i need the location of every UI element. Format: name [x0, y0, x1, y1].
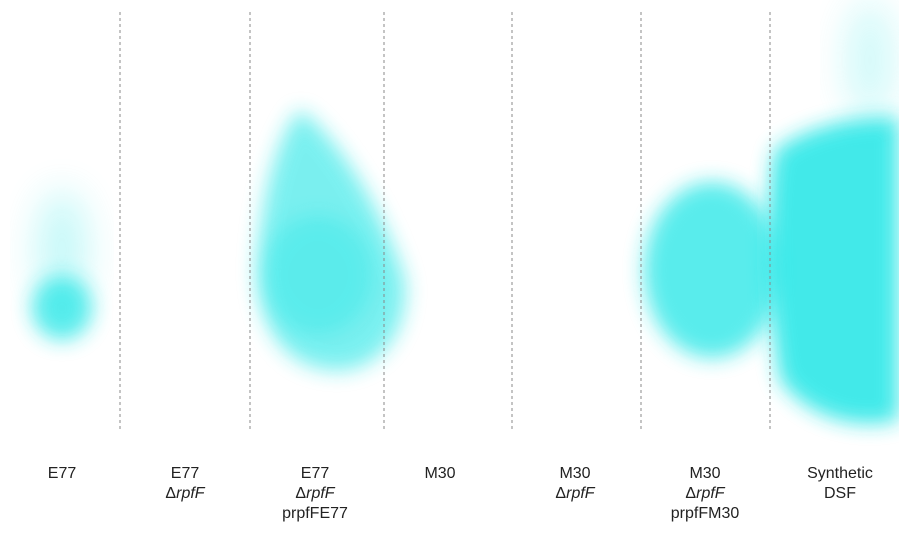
label-line: M30 — [424, 465, 456, 482]
label-line: E77 — [300, 465, 330, 482]
delta-symbol: Δ — [685, 485, 697, 502]
gene-name: rpfF — [306, 485, 335, 502]
zones — [32, 0, 899, 424]
zone — [644, 182, 780, 358]
label-line: ΔrpfF — [510, 484, 640, 504]
gene-name: rpfF — [566, 485, 595, 502]
lane-label: E77 ΔrpfF prpfFE77 — [250, 464, 380, 524]
label-line: ΔrpfF — [250, 484, 380, 504]
label-line: ΔrpfF — [120, 484, 250, 504]
label-line: M30 — [559, 465, 591, 482]
label-line: E77 — [47, 465, 77, 482]
gene-name: rpfF — [696, 485, 725, 502]
label-line: M30 — [689, 465, 721, 482]
lane-label: M30 ΔrpfF — [510, 464, 640, 504]
zone-trail — [845, 0, 895, 120]
gene-name: rpfF — [176, 485, 205, 502]
zone-core — [263, 215, 373, 335]
label-line: prpfFM30 — [670, 505, 740, 522]
lane-dividers — [119, 12, 771, 432]
lane-label: Synthetic DSF — [775, 464, 899, 504]
lane-label: M30 — [375, 464, 505, 484]
label-line: E77 — [170, 465, 200, 482]
delta-symbol: Δ — [165, 485, 177, 502]
delta-symbol: Δ — [295, 485, 307, 502]
delta-symbol: Δ — [555, 485, 567, 502]
label-line: ΔrpfF — [640, 484, 770, 504]
label-line: Synthetic — [807, 465, 873, 482]
lane-label: E77 ΔrpfF — [120, 464, 250, 504]
label-line: prpfFE77 — [282, 505, 348, 522]
zone — [768, 117, 899, 424]
zone — [32, 276, 92, 340]
label-line: DSF — [824, 485, 856, 502]
lane-label: M30 ΔrpfF prpfFM30 — [640, 464, 770, 524]
lane-label: E77 — [0, 464, 127, 484]
